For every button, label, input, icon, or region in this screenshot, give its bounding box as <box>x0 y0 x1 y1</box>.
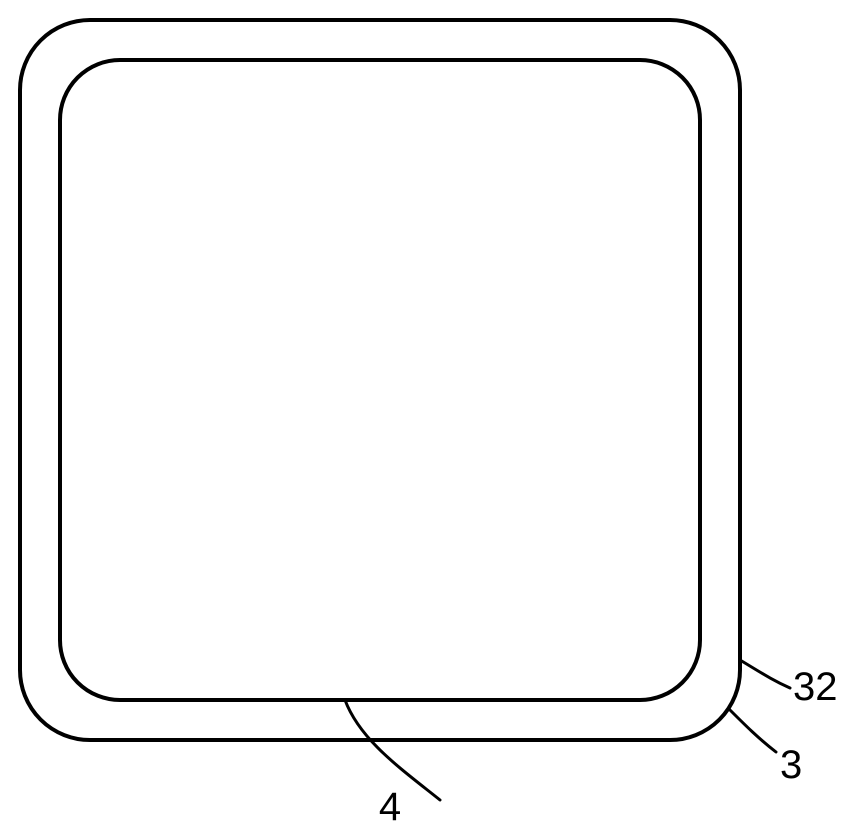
outer-rounded-square <box>20 20 740 740</box>
leader-3 <box>730 710 776 752</box>
label-32-text: 32 <box>793 665 838 709</box>
diagram-svg: 4 32 3 <box>0 0 842 828</box>
inner-rounded-square <box>60 60 700 700</box>
label-4-text: 4 <box>379 785 401 828</box>
leader-32 <box>740 660 790 688</box>
label-3-text: 3 <box>780 743 802 787</box>
